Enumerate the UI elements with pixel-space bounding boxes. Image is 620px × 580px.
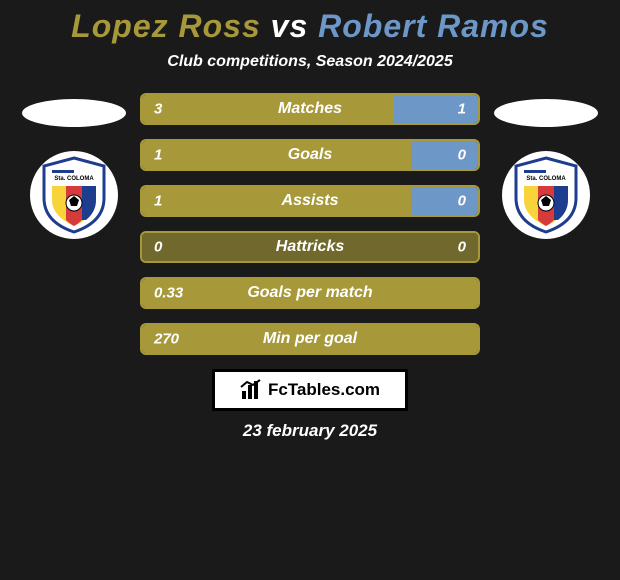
bar-left-fill	[142, 141, 411, 169]
team-crest-left: Sta. COLOMA	[30, 151, 118, 239]
bar-label: Hattricks	[276, 238, 344, 256]
bar-value-right: 1	[458, 101, 466, 118]
date-label: 23 february 2025	[0, 421, 620, 441]
svg-text:Sta. COLOMA: Sta. COLOMA	[526, 176, 566, 182]
chart-icon	[240, 379, 262, 401]
bar-value-left: 0.33	[154, 285, 183, 302]
title-player-left: Lopez Ross	[71, 8, 261, 44]
comparison-bars: 3 1 Matches 1 0 Goals 1 0 Assists 0 0 Hattricks 0.33…	[140, 93, 480, 355]
bar-value-right: 0	[458, 193, 466, 210]
bar-left-fill	[142, 187, 411, 215]
fctables-label: FcTables.com	[268, 380, 380, 400]
bar-value-left: 270	[154, 331, 179, 348]
right-side-column: Sta. COLOMA	[492, 93, 600, 239]
player-photo-placeholder-right	[494, 99, 598, 127]
stat-bar: 270 Min per goal	[140, 323, 480, 355]
subtitle: Club competitions, Season 2024/2025	[0, 53, 620, 71]
left-side-column: Sta. COLOMA	[20, 93, 128, 239]
bar-value-left: 1	[154, 193, 162, 210]
bar-value-left: 1	[154, 147, 162, 164]
bar-left-fill	[142, 95, 394, 123]
bar-label: Goals per match	[247, 284, 372, 302]
svg-text:Sta. COLOMA: Sta. COLOMA	[54, 176, 94, 182]
stat-bar: 3 1 Matches	[140, 93, 480, 125]
comparison-content: Sta. COLOMA 3 1 Matches 1 0 Goals 1 0 Assists 0 0 H…	[0, 93, 620, 355]
bar-value-right: 0	[458, 147, 466, 164]
stat-bar: 1 0 Assists	[140, 185, 480, 217]
bar-right-fill	[411, 141, 478, 169]
title-vs: vs	[271, 8, 309, 44]
bar-label: Matches	[278, 100, 342, 118]
fctables-badge[interactable]: FcTables.com	[212, 369, 408, 411]
comparison-title: Lopez Ross vs Robert Ramos	[0, 8, 620, 45]
bar-right-fill	[411, 187, 478, 215]
bar-label: Goals	[288, 146, 332, 164]
team-crest-right: Sta. COLOMA	[502, 151, 590, 239]
bar-value-left: 0	[154, 239, 162, 256]
bar-label: Min per goal	[263, 330, 357, 348]
bar-value-right: 0	[458, 239, 466, 256]
title-player-right: Robert Ramos	[318, 8, 549, 44]
player-photo-placeholder-left	[22, 99, 126, 127]
stat-bar: 0.33 Goals per match	[140, 277, 480, 309]
stat-bar: 1 0 Goals	[140, 139, 480, 171]
bar-value-left: 3	[154, 101, 162, 118]
bar-label: Assists	[282, 192, 339, 210]
stat-bar: 0 0 Hattricks	[140, 231, 480, 263]
